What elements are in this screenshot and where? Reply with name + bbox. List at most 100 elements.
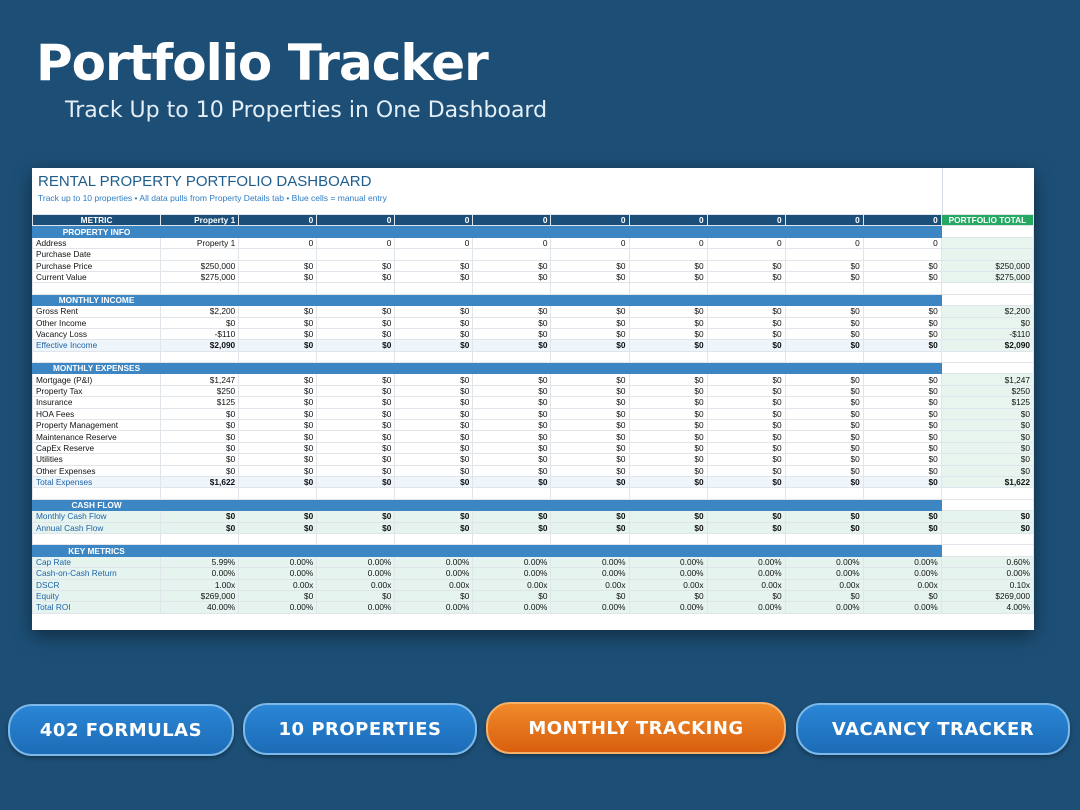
property-value-cell[interactable]: $0 — [784, 259, 864, 272]
portfolio-total-cell[interactable]: -$110 — [940, 327, 1034, 341]
property-value-cell[interactable]: $0 — [862, 373, 942, 386]
property-value-cell[interactable]: $0 — [550, 521, 630, 534]
property-value-cell[interactable]: $0 — [316, 407, 396, 421]
property-value-cell[interactable]: $0 — [316, 464, 396, 478]
property-value-cell[interactable]: $0 — [160, 430, 240, 443]
property-value-cell[interactable]: 0.00x — [550, 578, 630, 591]
property-value-cell[interactable] — [394, 248, 474, 261]
property-value-cell[interactable]: $0 — [862, 430, 942, 443]
property-value-cell[interactable]: $0 — [394, 339, 474, 352]
property-value-cell[interactable]: $0 — [784, 373, 864, 386]
property-value-cell[interactable]: 0 — [628, 213, 708, 227]
property-value-cell[interactable]: 0.00% — [238, 567, 318, 580]
property-value-cell[interactable]: $0 — [316, 305, 396, 318]
property-value-cell[interactable]: $0 — [316, 396, 396, 409]
property-value-cell[interactable]: 0 — [394, 236, 474, 250]
property-value-cell[interactable]: 0 — [316, 236, 396, 250]
property-value-cell[interactable]: $0 — [550, 316, 630, 329]
property-value-cell[interactable]: $0 — [706, 453, 786, 466]
monthly-tracking-badge-button[interactable]: MONTHLY TRACKING — [486, 702, 786, 754]
property-value-cell[interactable]: 0 — [784, 213, 864, 227]
property-value-cell[interactable]: $0 — [160, 521, 240, 534]
property-value-cell[interactable]: $0 — [550, 384, 630, 398]
property-value-cell[interactable]: 0 — [238, 213, 318, 227]
property-value-cell[interactable]: 0 — [862, 213, 942, 227]
property-value-cell[interactable]: $0 — [550, 339, 630, 352]
property-value-cell[interactable]: 0 — [706, 236, 786, 250]
property-value-cell[interactable]: 0.00% — [862, 555, 942, 569]
property-value-cell[interactable]: 5.99% — [160, 555, 240, 569]
property-value-cell[interactable]: -$110 — [160, 327, 240, 341]
row-label-cell[interactable]: Purchase Price — [32, 259, 162, 272]
property-value-cell[interactable]: $0 — [784, 589, 864, 603]
property-value-cell[interactable]: $0 — [706, 327, 786, 341]
row-label-cell[interactable]: Vacancy Loss — [32, 327, 162, 341]
property-value-cell[interactable]: $0 — [394, 373, 474, 386]
property-value-cell[interactable]: $0 — [784, 521, 864, 534]
property-value-cell[interactable]: $0 — [394, 475, 474, 489]
property-value-cell[interactable]: $0 — [628, 464, 708, 478]
property-value-cell[interactable]: $0 — [628, 510, 708, 523]
property-value-cell[interactable]: $0 — [784, 407, 864, 421]
property-value-cell[interactable]: $0 — [238, 407, 318, 421]
property-value-cell[interactable]: $0 — [784, 339, 864, 352]
portfolio-total-cell[interactable]: 0.00% — [940, 567, 1034, 580]
property-value-cell[interactable]: 1.00x — [160, 578, 240, 591]
property-value-cell[interactable]: 0.00x — [862, 578, 942, 591]
property-value-cell[interactable]: $0 — [862, 453, 942, 466]
property-value-cell[interactable]: 0.00% — [862, 601, 942, 614]
property-value-cell[interactable]: $0 — [862, 305, 942, 318]
property-value-cell[interactable]: $0 — [238, 259, 318, 272]
property-value-cell[interactable]: $0 — [706, 589, 786, 603]
property-value-cell[interactable]: $0 — [238, 270, 318, 284]
property-value-cell[interactable]: 0.00% — [550, 601, 630, 614]
property-value-cell[interactable]: $0 — [706, 521, 786, 534]
property-value-cell[interactable]: $0 — [394, 259, 474, 272]
portfolio-total-cell[interactable]: $0 — [940, 464, 1034, 478]
property-value-cell[interactable]: $0 — [706, 510, 786, 523]
property-value-cell[interactable]: $0 — [160, 407, 240, 421]
row-label-cell[interactable]: Mortgage (P&I) — [32, 373, 162, 386]
portfolio-total-cell[interactable]: $250 — [940, 384, 1034, 398]
property-value-cell[interactable]: $0 — [550, 327, 630, 341]
property-value-cell[interactable]: $0 — [706, 259, 786, 272]
property-value-cell[interactable]: $0 — [628, 396, 708, 409]
property-value-cell[interactable]: $0 — [784, 510, 864, 523]
property-value-cell[interactable] — [160, 248, 240, 261]
row-label-cell[interactable]: Annual Cash Flow — [32, 521, 162, 534]
property-value-cell[interactable]: $0 — [550, 464, 630, 478]
property-value-cell[interactable]: $0 — [550, 419, 630, 432]
property-value-cell[interactable]: 0.00% — [472, 567, 552, 580]
property-value-cell[interactable]: 0 — [706, 213, 786, 227]
property-value-cell[interactable]: $0 — [784, 396, 864, 409]
property-value-cell[interactable]: $0 — [238, 453, 318, 466]
property-value-cell[interactable] — [238, 248, 318, 261]
row-label-cell[interactable]: Utilities — [32, 453, 162, 466]
property-value-cell[interactable]: $0 — [472, 327, 552, 341]
property-value-cell[interactable]: $0 — [316, 373, 396, 386]
property-value-cell[interactable]: $0 — [862, 384, 942, 398]
property-value-cell[interactable]: 0.00% — [784, 555, 864, 569]
property-value-cell[interactable]: $0 — [238, 510, 318, 523]
row-label-cell[interactable]: Other Income — [32, 316, 162, 329]
property-value-cell[interactable]: $0 — [706, 316, 786, 329]
property-value-cell[interactable]: 0.00x — [394, 578, 474, 591]
property-value-cell[interactable]: 0.00% — [238, 601, 318, 614]
property-value-cell[interactable]: $0 — [550, 453, 630, 466]
property-value-cell[interactable]: $0 — [316, 384, 396, 398]
property-value-cell[interactable]: $0 — [550, 430, 630, 443]
property-value-cell[interactable]: $0 — [472, 589, 552, 603]
property-value-cell[interactable]: $0 — [394, 430, 474, 443]
row-label-cell[interactable]: Equity — [32, 589, 162, 603]
property-value-cell[interactable] — [316, 248, 396, 261]
property-value-cell[interactable]: 0.00% — [394, 555, 474, 569]
property-value-cell[interactable]: 0.00x — [628, 578, 708, 591]
property-value-cell[interactable]: 0.00% — [394, 601, 474, 614]
property-value-cell[interactable]: $0 — [160, 441, 240, 455]
property-value-cell[interactable]: 0.00% — [706, 555, 786, 569]
property-value-cell[interactable]: $0 — [628, 305, 708, 318]
property-value-cell[interactable]: $0 — [394, 316, 474, 329]
property-value-cell[interactable]: $0 — [550, 407, 630, 421]
property-value-cell[interactable] — [550, 248, 630, 261]
portfolio-total-cell[interactable]: $2,090 — [940, 339, 1034, 352]
